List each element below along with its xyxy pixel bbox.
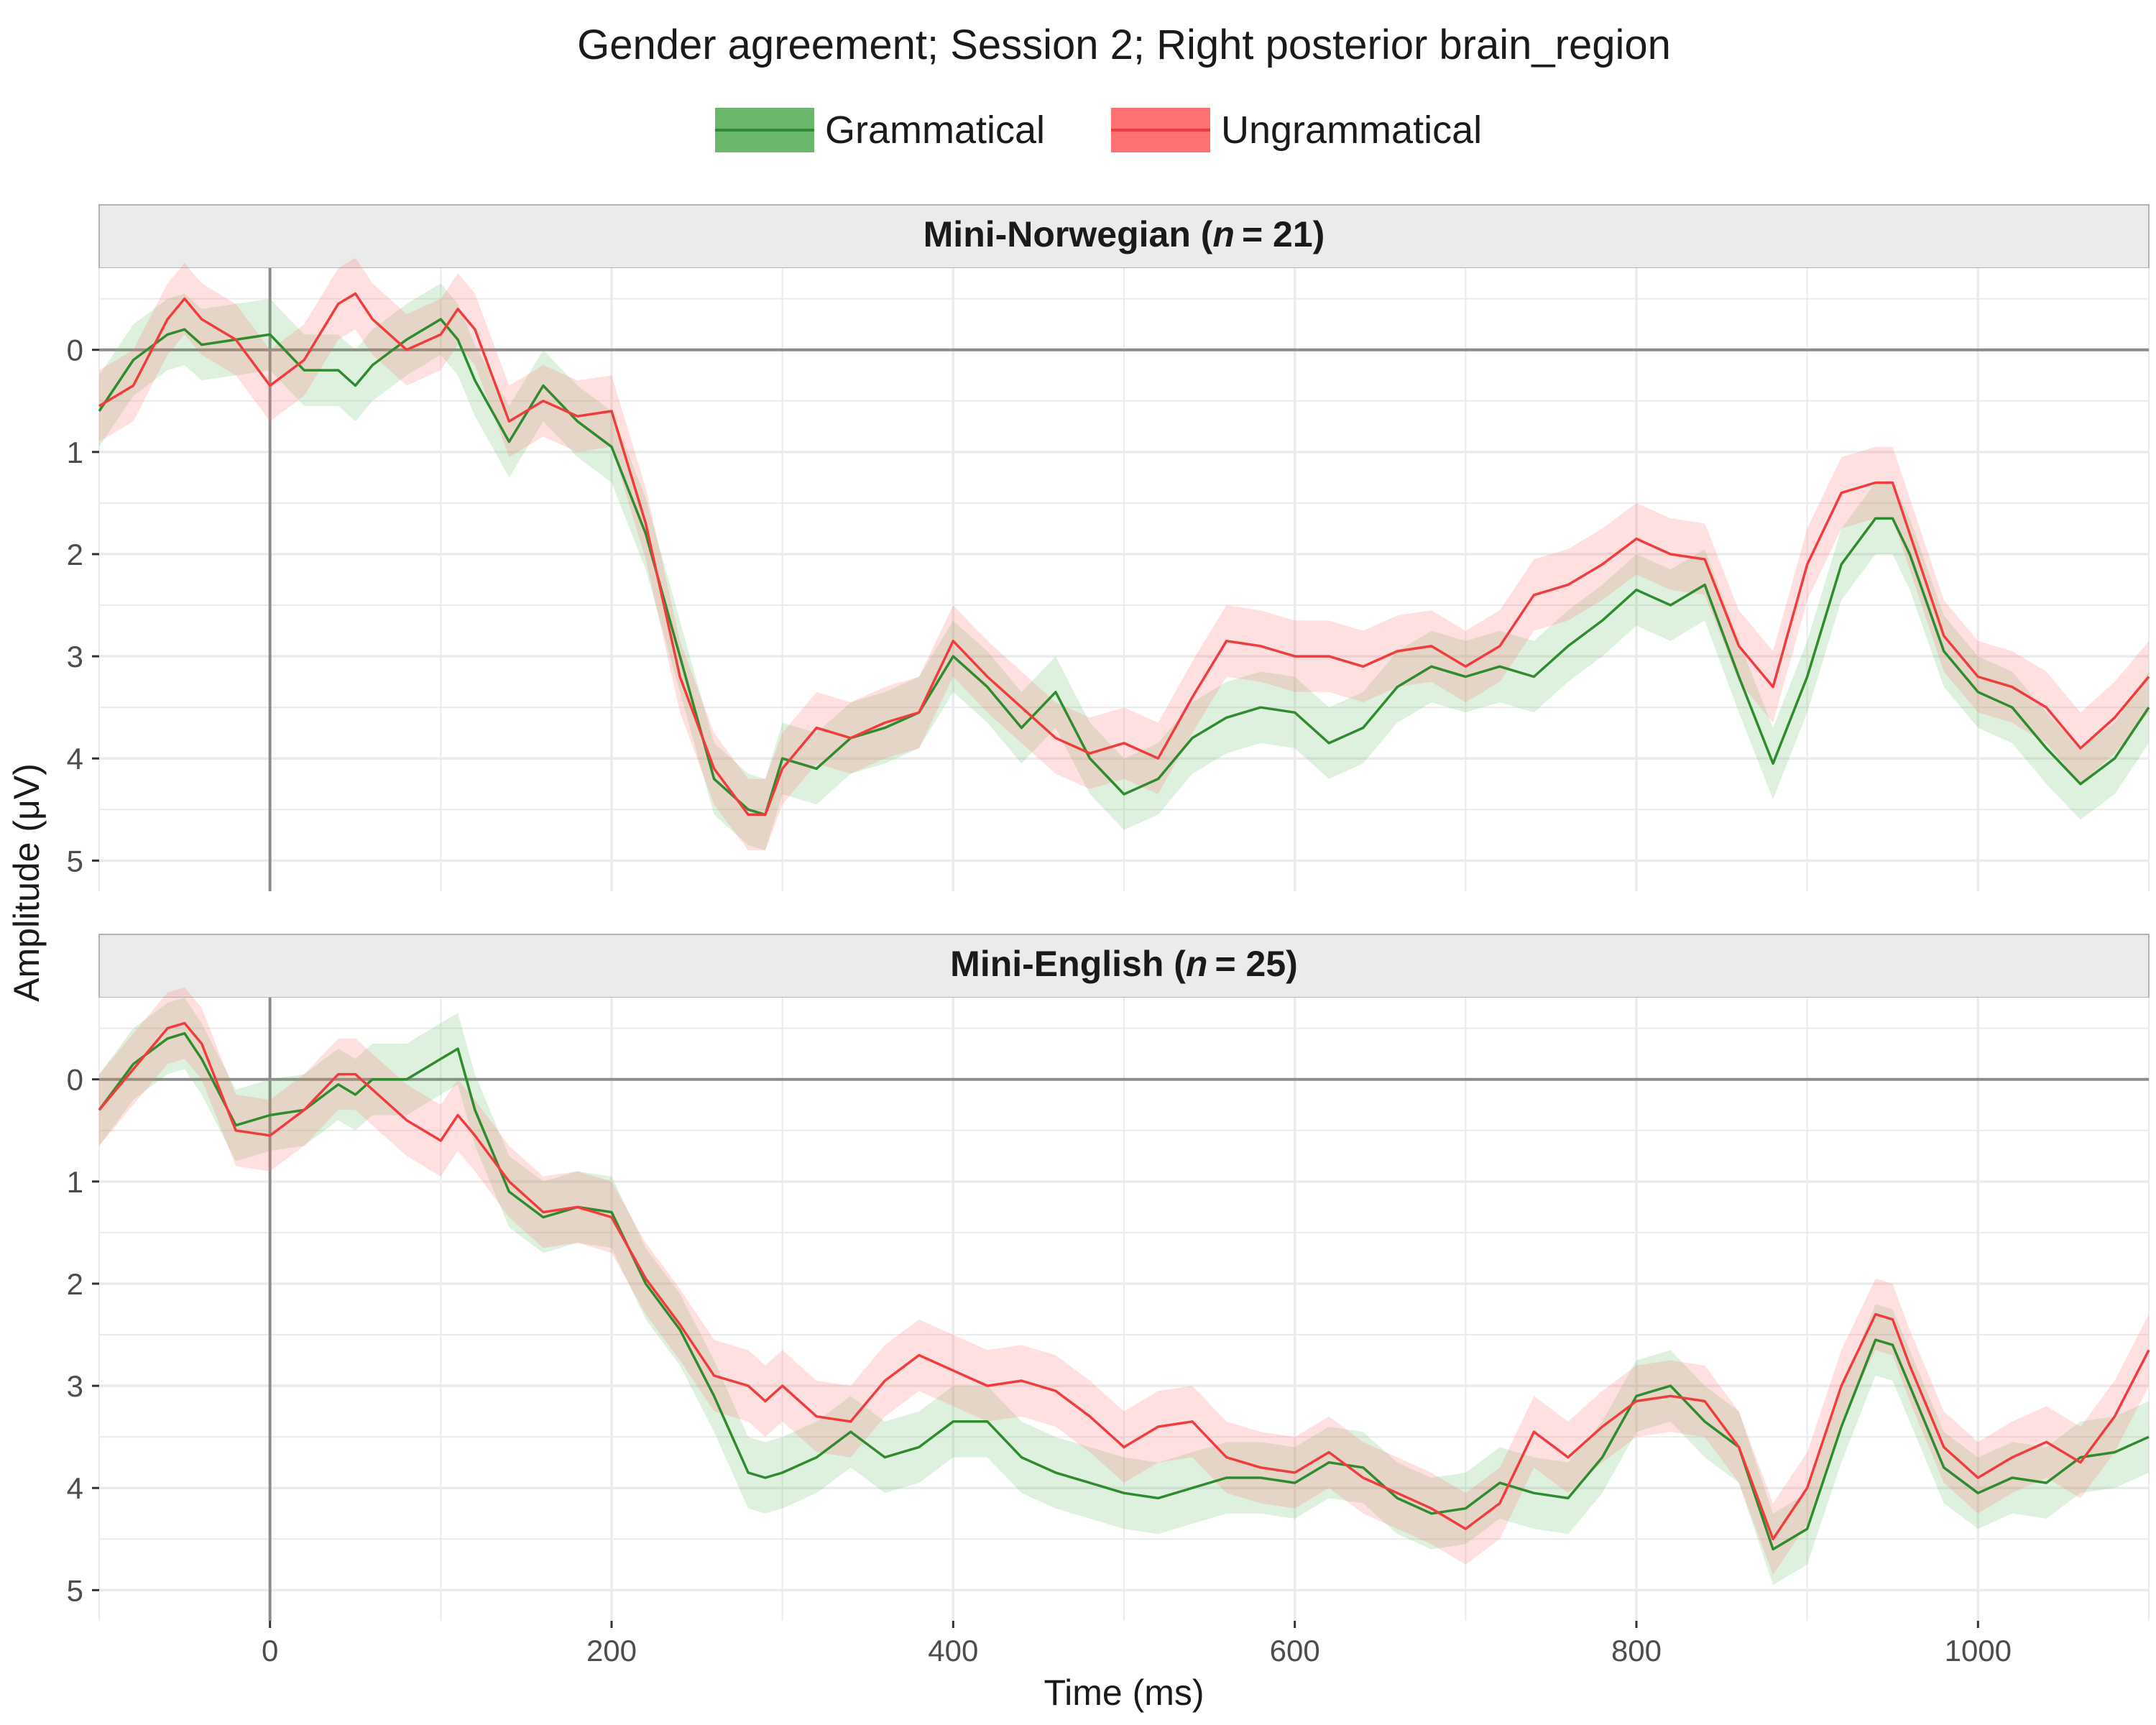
y-tick-label: 5 [67,1573,83,1607]
strip-n-value: = 21) [1242,214,1325,254]
y-axis-title: Amplitude (μV) [6,763,47,1002]
strip-n-value: = 25) [1215,944,1297,984]
series-line-ungrammatical [98,1021,2150,1541]
x-tick-label: 0 [262,1634,278,1668]
y-tick-label: 2 [67,538,83,571]
x-tick-label: 600 [1270,1634,1320,1668]
strip-label-mini-english: Mini-English (n = 25) [950,944,1298,984]
series-line-grammatical [98,1031,2150,1551]
strip-n-symbol: n [1186,944,1208,984]
y-tick-label: 0 [67,1063,83,1097]
y-tick-label: 5 [67,844,83,878]
strip-mini-norwegian [98,204,2150,269]
ribbon-grammatical [99,283,2149,851]
y-tick-label: 0 [67,334,83,367]
legend: Grammatical Ungrammatical [715,108,1482,152]
y-tick-label: 4 [67,742,83,776]
y-tick-label: 1 [67,436,83,469]
strip-n-symbol: n [1212,214,1235,254]
strip-prefix: Mini-Norwegian ( [923,214,1213,254]
strip-label-mini-norwegian: Mini-Norwegian (n = 21) [923,214,1325,254]
legend-label-grammatical: Grammatical [825,109,1045,152]
panel-mini-norwegian: Mini-Norwegian (n = 21) 0 1 2 3 4 5 [67,204,2150,891]
y-tick-label: 1 [67,1165,83,1199]
ribbon-ungrammatical [99,257,2149,851]
series-line-ungrammatical [98,292,2150,816]
x-axis-title: Time (ms) [1044,1673,1204,1713]
plot-area-mini-norwegian: 0 1 2 3 4 5 [67,257,2150,891]
y-tick-label: 3 [67,640,83,673]
plot-area-mini-english: 0 1 2 3 4 5 [67,987,2150,1621]
ribbon-ungrammatical [99,987,2149,1575]
y-tick-label: 2 [67,1267,83,1301]
legend-label-ungrammatical: Ungrammatical [1221,109,1482,152]
strip-mini-english [98,934,2150,998]
ribbon-grammatical [99,998,2149,1586]
x-tick-label: 400 [928,1634,978,1668]
y-tick-label: 3 [67,1369,83,1403]
y-tick-label: 4 [67,1471,83,1505]
x-tick-label: 800 [1611,1634,1662,1668]
strip-prefix: Mini-English ( [950,944,1186,984]
panel-mini-english: Mini-English (n = 25) 0 1 2 3 4 5 [67,934,2150,1621]
x-tick-label: 1000 [1945,1634,2012,1668]
chart-title: Gender agreement; Session 2; Right poste… [577,22,1671,68]
x-axis: 0 200 400 600 800 1000 [262,1621,2012,1668]
x-tick-label: 200 [586,1634,637,1668]
